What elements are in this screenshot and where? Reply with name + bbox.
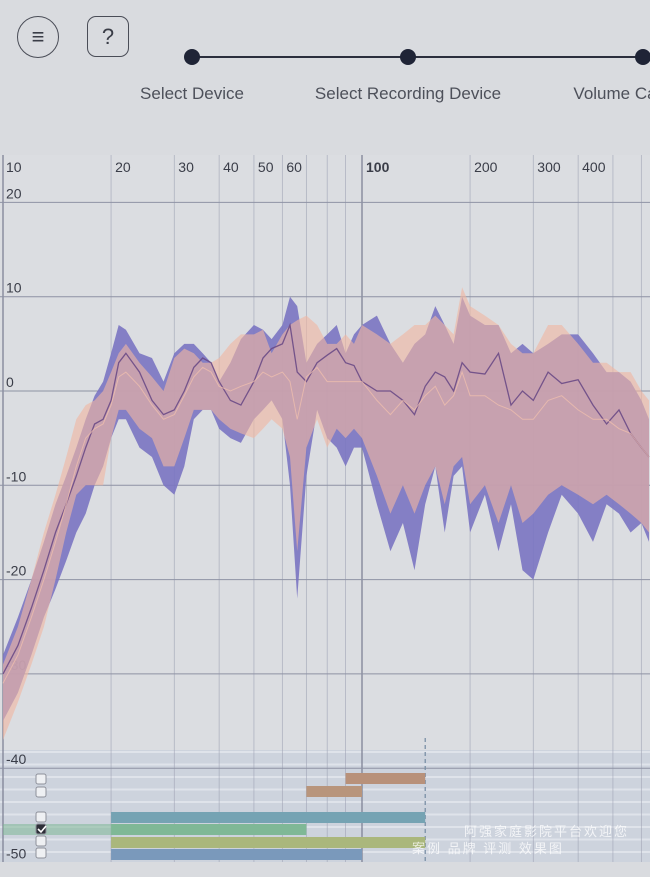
x-tick-label: 200: [474, 159, 498, 175]
y-tick-label: 10: [6, 280, 22, 296]
x-tick-label: 20: [115, 159, 131, 175]
range-checkbox[interactable]: [35, 847, 47, 859]
step-label-select-recording-device[interactable]: Select Recording Device: [314, 84, 502, 103]
check-icon: [37, 825, 47, 834]
menu-button[interactable]: ≡: [17, 16, 59, 58]
hamburger-menu-icon: ≡: [31, 24, 45, 49]
range-bar: [306, 786, 362, 797]
y-tick-label: 0: [6, 374, 14, 390]
step-label-select-device[interactable]: Select Device: [140, 84, 244, 103]
range-checkbox[interactable]: [35, 811, 47, 823]
y-tick-label: -50: [6, 846, 26, 862]
watermark-line-2: 案例 品牌 评测 效果图: [412, 841, 564, 856]
x-tick-label: 60: [286, 159, 302, 175]
step-dot-select-device[interactable]: [184, 49, 200, 65]
footer-background: [0, 862, 650, 877]
purple-median-line: [2, 322, 650, 675]
x-tick-label: 40: [223, 159, 239, 175]
pink-band-area: [3, 287, 649, 740]
range-bar: [111, 837, 426, 848]
range-checkbox[interactable]: [35, 786, 47, 798]
range-checkbox[interactable]: [35, 835, 47, 847]
y-tick-label: -10: [6, 468, 26, 484]
x-tick-label: 400: [582, 159, 606, 175]
range-bar: [111, 849, 363, 860]
x-tick-label: 10: [6, 159, 22, 175]
step-dot-select-recording-device[interactable]: [400, 49, 416, 65]
range-checkbox[interactable]: [35, 773, 47, 785]
range-checkbox[interactable]: [35, 823, 47, 835]
y-tick-label: 20: [6, 185, 22, 201]
range-bar: [111, 812, 426, 823]
pink-median-line: [2, 366, 650, 684]
range-bar: [345, 773, 426, 784]
y-tick-label: -20: [6, 563, 26, 579]
x-tick-label: 30: [178, 159, 194, 175]
help-button[interactable]: ?: [87, 16, 129, 57]
stepper-track: [192, 56, 650, 58]
x-tick-label: 100: [366, 159, 390, 175]
x-tick-label: 300: [537, 159, 561, 175]
step-dot-volume-calibration[interactable]: [635, 49, 650, 65]
range-bar: [111, 824, 307, 835]
x-tick-label: 50: [258, 159, 274, 175]
step-label-volume-calibration[interactable]: Volume Ca: [573, 84, 650, 103]
y-tick-label: -40: [6, 751, 26, 767]
range-bar-extension: [3, 824, 112, 835]
watermark-line-1: 阿强家庭影院平台欢迎您: [464, 824, 630, 839]
